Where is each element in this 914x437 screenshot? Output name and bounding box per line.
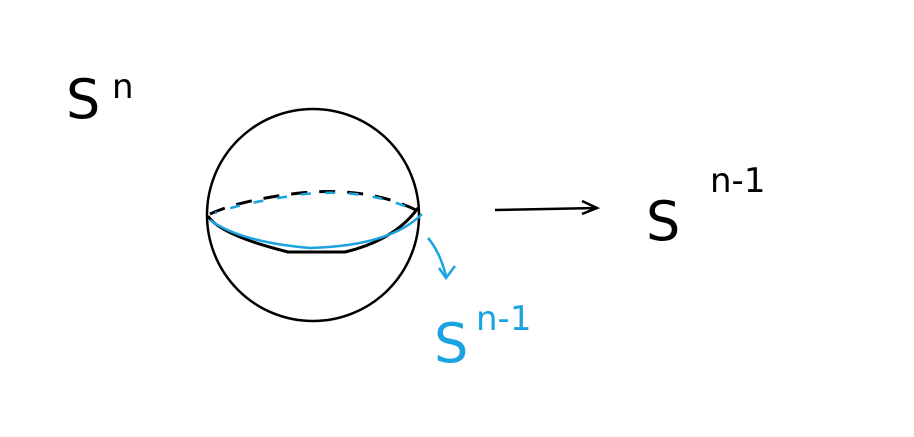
- arrow: [494, 206, 598, 212]
- equator-front-blue: [209, 213, 423, 250]
- label-base: S: [434, 312, 468, 375]
- equator-back-blue: [214, 191, 419, 215]
- label-base: S: [66, 68, 100, 131]
- label-exponent: n-1: [476, 299, 531, 339]
- arrow-head: [581, 199, 601, 216]
- label-exponent: n-1: [710, 161, 765, 201]
- blue-arrow: [427, 237, 448, 277]
- equator-back: [209, 190, 421, 216]
- label-exponent: n: [112, 67, 134, 107]
- label-base: S: [646, 190, 680, 253]
- blue-arrow-head: [437, 265, 456, 281]
- sphere: [205, 107, 421, 323]
